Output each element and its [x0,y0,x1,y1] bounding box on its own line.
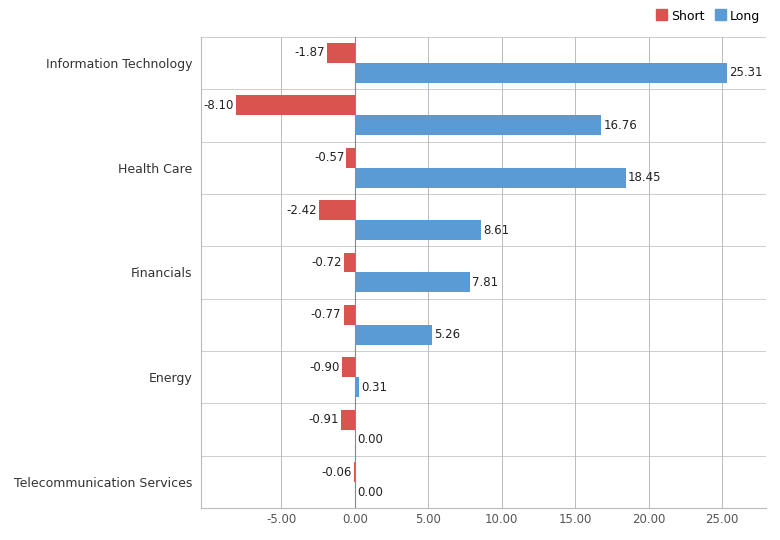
Text: -0.06: -0.06 [321,465,352,478]
Bar [355,168,626,187]
Bar [342,410,355,430]
Text: -2.42: -2.42 [286,204,317,217]
Text: -8.10: -8.10 [204,99,234,112]
Text: 8.61: 8.61 [484,224,509,237]
Bar [355,116,601,135]
Text: -0.72: -0.72 [311,256,342,269]
Bar [355,325,432,345]
Text: -0.90: -0.90 [309,361,339,374]
Bar [343,305,355,325]
Text: 16.76: 16.76 [603,119,637,132]
Bar [355,273,470,292]
Text: -0.77: -0.77 [310,308,342,321]
Text: 5.26: 5.26 [434,328,460,341]
Bar [354,462,355,482]
Text: 7.81: 7.81 [472,276,498,289]
Bar [236,96,355,116]
Text: 25.31: 25.31 [729,66,762,79]
Bar [319,200,355,220]
Text: -0.57: -0.57 [314,151,344,164]
Text: -1.87: -1.87 [295,46,325,59]
Legend: Short, Long: Short, Long [656,10,760,23]
Text: -0.91: -0.91 [309,413,339,426]
Bar [342,357,355,377]
Bar [344,253,355,273]
Bar [346,148,355,168]
Bar [355,377,360,397]
Text: 18.45: 18.45 [628,171,661,184]
Text: 0.31: 0.31 [362,381,388,394]
Text: 0.00: 0.00 [357,485,383,498]
Bar [355,220,481,240]
Bar [355,63,727,83]
Text: 0.00: 0.00 [357,433,383,446]
Bar [328,43,355,63]
